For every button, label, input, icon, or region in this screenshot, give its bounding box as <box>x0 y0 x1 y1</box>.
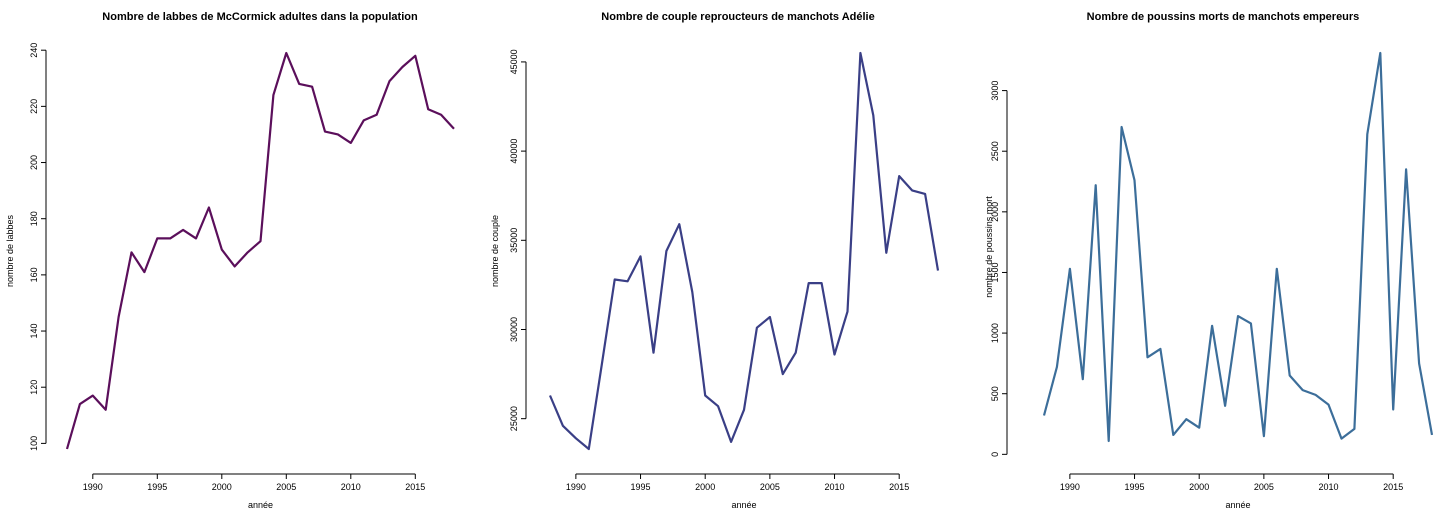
x-tick-label: 2010 <box>341 482 361 492</box>
y-axis: 25000 30000 35000 40000 45000 <box>509 49 527 431</box>
y-axis-label: nombre de couple <box>490 215 500 287</box>
y-tick-label: 2500 <box>990 141 1000 161</box>
y-tick-label: 500 <box>990 386 1000 401</box>
y-tick-label: 200 <box>29 155 39 170</box>
chart-adelie: Nombre de couple reproucteurs de manchot… <box>480 0 961 514</box>
x-tick-label: 2005 <box>276 482 296 492</box>
x-tick-label: 2005 <box>760 482 780 492</box>
chart-labbes-svg: Nombre de labbes de McCormick adultes da… <box>5 11 455 510</box>
y-tick-label: 3000 <box>990 81 1000 101</box>
x-tick-label: 2000 <box>1189 482 1209 492</box>
y-tick-label: 120 <box>29 380 39 395</box>
y-axis-label: nombre de poussins mort <box>984 196 994 298</box>
x-tick-label: 1990 <box>1060 482 1080 492</box>
y-tick-label: 180 <box>29 211 39 226</box>
x-tick-label: 2015 <box>889 482 909 492</box>
x-tick-label: 1990 <box>83 482 103 492</box>
y-tick-label: 240 <box>29 43 39 58</box>
x-tick-label: 1995 <box>147 482 167 492</box>
x-axis: 1990 1995 2000 2005 2010 2015 <box>1060 473 1403 492</box>
x-tick-label: 1995 <box>1125 482 1145 492</box>
series-line <box>1042 51 1434 443</box>
y-axis: 100 120 140 160 180 200 220 240 <box>29 43 47 451</box>
x-tick-label: 2005 <box>1254 482 1274 492</box>
chart-title: Nombre de couple reproucteurs de manchot… <box>601 11 874 23</box>
y-tick-label: 220 <box>29 99 39 114</box>
chart-labbes: Nombre de labbes de McCormick adultes da… <box>0 0 480 514</box>
series-line <box>548 51 940 451</box>
x-tick-label: 2000 <box>695 482 715 492</box>
y-axis: 0 500 1000 1500 2000 2500 3000 <box>990 81 1008 457</box>
x-axis-label: année <box>248 500 273 510</box>
x-axis: 1990 1995 2000 2005 2010 2015 <box>566 473 909 492</box>
x-tick-label: 2015 <box>405 482 425 492</box>
y-tick-label: 0 <box>990 452 1000 457</box>
y-tick-label: 40000 <box>509 139 519 164</box>
x-tick-label: 2015 <box>1383 482 1403 492</box>
y-tick-label: 25000 <box>509 406 519 431</box>
y-tick-label: 160 <box>29 267 39 282</box>
y-axis-label: nombre de labbes <box>5 214 15 287</box>
y-tick-label: 30000 <box>509 317 519 342</box>
chart-adelie-svg: Nombre de couple reproucteurs de manchot… <box>490 11 940 510</box>
y-tick-label: 100 <box>29 436 39 451</box>
chart-title: Nombre de poussins morts de manchots emp… <box>1087 11 1360 23</box>
series-line <box>65 51 455 450</box>
x-axis: 1990 1995 2000 2005 2010 2015 <box>83 473 425 492</box>
y-tick-label: 1000 <box>990 323 1000 343</box>
chart-empereurs: Nombre de poussins morts de manchots emp… <box>961 0 1441 514</box>
x-tick-label: 1990 <box>566 482 586 492</box>
x-axis-label: année <box>1225 500 1250 510</box>
chart-empereurs-svg: Nombre de poussins morts de manchots emp… <box>984 11 1434 510</box>
y-tick-label: 140 <box>29 324 39 339</box>
y-tick-label: 2000 <box>990 202 1000 222</box>
x-tick-label: 2000 <box>212 482 232 492</box>
x-tick-label: 2010 <box>1319 482 1339 492</box>
y-tick-label: 1500 <box>990 262 1000 282</box>
y-tick-label: 45000 <box>509 49 519 74</box>
x-axis-label: année <box>731 500 756 510</box>
y-tick-label: 35000 <box>509 228 519 253</box>
x-tick-label: 2010 <box>825 482 845 492</box>
chart-title: Nombre de labbes de McCormick adultes da… <box>102 11 418 23</box>
x-tick-label: 1995 <box>631 482 651 492</box>
